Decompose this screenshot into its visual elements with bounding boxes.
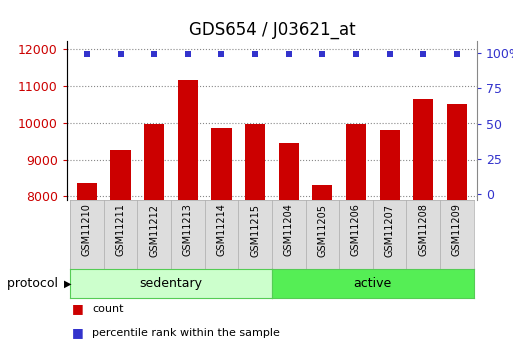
Text: GSM11207: GSM11207 — [385, 204, 394, 257]
Text: GSM11212: GSM11212 — [149, 204, 159, 257]
Text: GSM11205: GSM11205 — [318, 204, 327, 257]
Text: GSM11210: GSM11210 — [82, 204, 92, 256]
Bar — [177, 80, 198, 200]
Bar — [413, 99, 433, 200]
Text: GSM11204: GSM11204 — [284, 204, 294, 256]
Text: ■: ■ — [72, 302, 84, 315]
Text: ■: ■ — [72, 326, 84, 339]
Bar — [245, 125, 265, 200]
Bar — [346, 125, 366, 200]
Text: GSM11213: GSM11213 — [183, 204, 193, 256]
Text: protocol: protocol — [7, 277, 62, 290]
Text: sedentary: sedentary — [140, 277, 203, 290]
Bar — [312, 185, 332, 200]
Bar — [279, 143, 299, 200]
Text: GSM11209: GSM11209 — [452, 204, 462, 256]
Text: active: active — [353, 277, 392, 290]
Text: GSM11206: GSM11206 — [351, 204, 361, 256]
Bar — [77, 184, 97, 200]
Text: GSM11208: GSM11208 — [418, 204, 428, 256]
Title: GDS654 / J03621_at: GDS654 / J03621_at — [189, 21, 355, 39]
Bar — [211, 128, 231, 200]
Text: GSM11215: GSM11215 — [250, 204, 260, 257]
Text: count: count — [92, 304, 124, 314]
Text: GSM11214: GSM11214 — [216, 204, 226, 256]
Text: GSM11211: GSM11211 — [115, 204, 126, 256]
Text: percentile rank within the sample: percentile rank within the sample — [92, 328, 280, 338]
Text: ▶: ▶ — [64, 279, 72, 289]
Bar — [110, 150, 131, 200]
Bar — [447, 104, 467, 200]
Bar — [144, 125, 164, 200]
Bar — [380, 130, 400, 200]
